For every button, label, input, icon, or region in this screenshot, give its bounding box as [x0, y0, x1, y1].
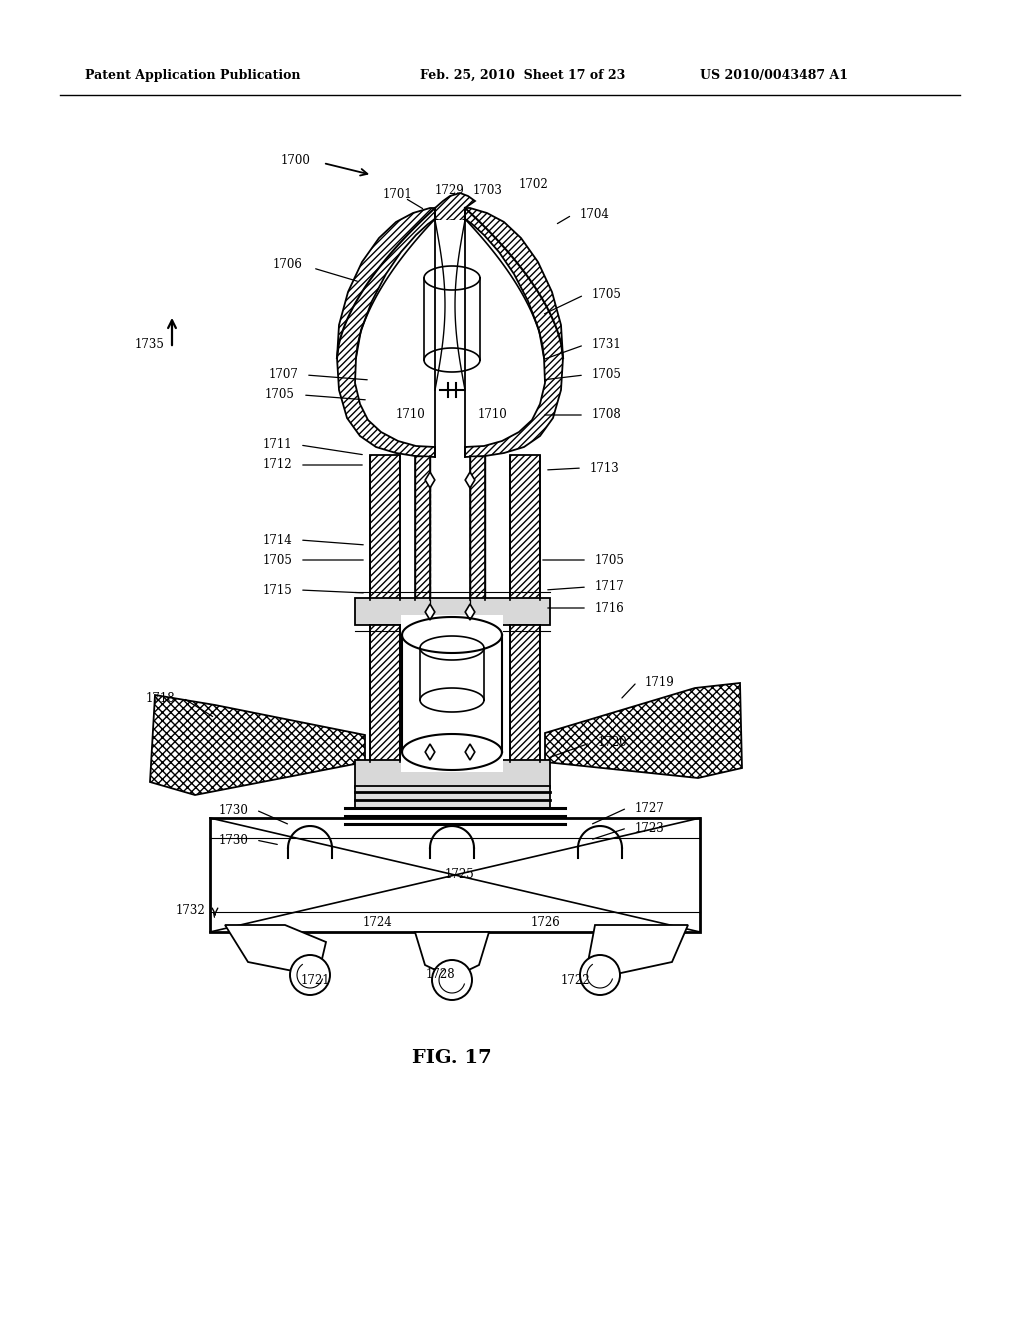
Polygon shape [415, 932, 489, 978]
Text: 1711: 1711 [262, 438, 292, 451]
Text: 1713: 1713 [590, 462, 620, 474]
Text: 1722: 1722 [560, 974, 590, 986]
Text: 1707: 1707 [268, 368, 298, 381]
Text: 1718: 1718 [145, 692, 175, 705]
Polygon shape [355, 785, 550, 808]
Text: 1700: 1700 [281, 153, 310, 166]
Text: 1710: 1710 [395, 408, 425, 421]
Text: US 2010/0043487 A1: US 2010/0043487 A1 [700, 69, 848, 82]
Text: 1719: 1719 [645, 676, 675, 689]
Polygon shape [510, 455, 540, 601]
Polygon shape [436, 220, 464, 447]
Polygon shape [435, 219, 465, 451]
Text: Patent Application Publication: Patent Application Publication [85, 69, 300, 82]
Polygon shape [415, 455, 430, 601]
Text: 1704: 1704 [580, 209, 610, 222]
Text: 1735: 1735 [135, 338, 165, 351]
Polygon shape [337, 209, 435, 457]
Polygon shape [355, 598, 550, 624]
Polygon shape [510, 624, 540, 762]
Text: 1702: 1702 [518, 177, 548, 190]
Circle shape [290, 954, 330, 995]
Text: 1710: 1710 [478, 408, 508, 421]
Text: 1712: 1712 [262, 458, 292, 471]
Text: 1724: 1724 [364, 916, 393, 929]
Text: 1727: 1727 [635, 801, 665, 814]
Text: 1720: 1720 [598, 737, 628, 750]
Polygon shape [150, 696, 365, 795]
Polygon shape [465, 744, 475, 760]
Text: 1705: 1705 [265, 388, 295, 401]
Circle shape [432, 960, 472, 1001]
Polygon shape [415, 624, 430, 762]
Text: 1732: 1732 [175, 903, 205, 916]
Circle shape [580, 954, 620, 995]
Text: 1730: 1730 [218, 804, 248, 817]
Polygon shape [465, 605, 475, 620]
Polygon shape [435, 193, 475, 222]
Text: 1715: 1715 [262, 583, 292, 597]
Text: 1714: 1714 [262, 533, 292, 546]
Text: 1705: 1705 [262, 553, 292, 566]
Text: 1723: 1723 [635, 821, 665, 834]
Polygon shape [425, 605, 435, 620]
Polygon shape [470, 455, 485, 601]
Polygon shape [470, 624, 485, 762]
Polygon shape [370, 455, 400, 601]
Text: 1703: 1703 [473, 183, 503, 197]
Text: 1708: 1708 [592, 408, 622, 421]
Polygon shape [465, 473, 475, 488]
Text: 1721: 1721 [300, 974, 330, 986]
Text: 1728: 1728 [425, 969, 455, 982]
Text: 1716: 1716 [595, 602, 625, 615]
Polygon shape [210, 818, 700, 932]
Text: 1726: 1726 [530, 916, 560, 929]
Text: 1731: 1731 [592, 338, 622, 351]
Text: 1729: 1729 [435, 183, 465, 197]
Polygon shape [425, 473, 435, 488]
Polygon shape [355, 760, 550, 788]
Text: 1701: 1701 [383, 189, 413, 202]
Polygon shape [588, 925, 688, 975]
Text: 1705: 1705 [592, 368, 622, 381]
Polygon shape [545, 682, 742, 777]
Polygon shape [465, 209, 563, 457]
Text: 1705: 1705 [592, 289, 622, 301]
Polygon shape [225, 925, 326, 975]
Polygon shape [370, 624, 400, 762]
Text: 1706: 1706 [273, 259, 303, 272]
Text: 1730: 1730 [218, 833, 248, 846]
Text: Feb. 25, 2010  Sheet 17 of 23: Feb. 25, 2010 Sheet 17 of 23 [420, 69, 626, 82]
Text: 1717: 1717 [595, 581, 625, 594]
Polygon shape [425, 744, 435, 760]
Text: 1705: 1705 [595, 553, 625, 566]
Polygon shape [401, 615, 503, 772]
Text: FIG. 17: FIG. 17 [413, 1049, 492, 1067]
Text: 1725: 1725 [445, 869, 475, 882]
